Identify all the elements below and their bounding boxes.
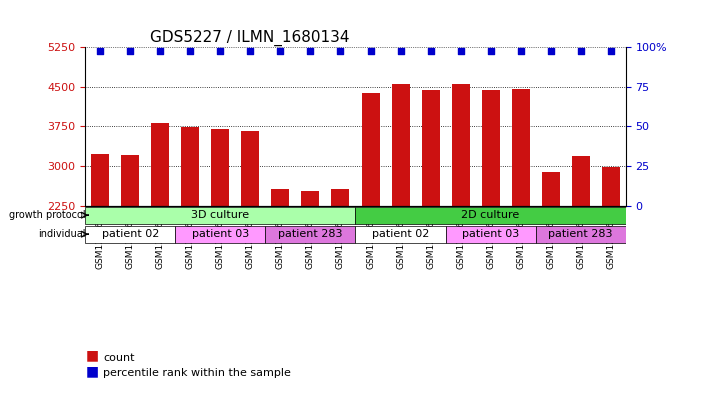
- Text: patient 02: patient 02: [372, 229, 429, 239]
- Point: [124, 48, 136, 54]
- Bar: [572, 156, 589, 206]
- Bar: [272, 189, 289, 206]
- Bar: [242, 131, 260, 206]
- Point: [425, 48, 437, 54]
- FancyBboxPatch shape: [265, 226, 356, 243]
- Bar: [542, 173, 560, 206]
- Bar: [512, 89, 530, 206]
- Point: [575, 48, 587, 54]
- Bar: [451, 84, 469, 206]
- FancyBboxPatch shape: [85, 207, 356, 224]
- Point: [95, 48, 106, 54]
- Bar: [211, 129, 230, 206]
- Point: [395, 48, 406, 54]
- FancyBboxPatch shape: [356, 226, 446, 243]
- Point: [305, 48, 316, 54]
- Text: patient 03: patient 03: [462, 229, 519, 239]
- Text: GDS5227 / ILMN_1680134: GDS5227 / ILMN_1680134: [150, 29, 350, 46]
- Point: [215, 48, 226, 54]
- FancyBboxPatch shape: [356, 207, 626, 224]
- Bar: [181, 127, 199, 206]
- Bar: [122, 156, 139, 206]
- Point: [485, 48, 496, 54]
- Text: individual: individual: [38, 229, 85, 239]
- Point: [185, 48, 196, 54]
- Point: [545, 48, 556, 54]
- Point: [455, 48, 466, 54]
- Point: [365, 48, 376, 54]
- Bar: [151, 123, 169, 206]
- FancyBboxPatch shape: [446, 226, 535, 243]
- Bar: [361, 93, 380, 206]
- Text: 2D culture: 2D culture: [461, 210, 520, 220]
- Bar: [602, 167, 620, 206]
- Text: ■: ■: [85, 349, 98, 363]
- Bar: [331, 189, 350, 206]
- FancyBboxPatch shape: [85, 226, 176, 243]
- Text: 3D culture: 3D culture: [191, 210, 250, 220]
- Text: growth protocol: growth protocol: [9, 210, 85, 220]
- Text: patient 02: patient 02: [102, 229, 159, 239]
- Bar: [422, 90, 439, 206]
- Text: percentile rank within the sample: percentile rank within the sample: [103, 368, 291, 378]
- Bar: [481, 90, 500, 206]
- Point: [605, 48, 616, 54]
- Text: patient 283: patient 283: [278, 229, 343, 239]
- Text: patient 03: patient 03: [192, 229, 249, 239]
- Point: [155, 48, 166, 54]
- FancyBboxPatch shape: [535, 226, 626, 243]
- Point: [515, 48, 526, 54]
- FancyBboxPatch shape: [176, 226, 265, 243]
- Point: [274, 48, 286, 54]
- Text: count: count: [103, 353, 134, 363]
- Text: patient 283: patient 283: [548, 229, 613, 239]
- Text: ■: ■: [85, 364, 98, 378]
- Bar: [91, 154, 109, 206]
- Bar: [301, 191, 319, 206]
- Point: [245, 48, 256, 54]
- Point: [335, 48, 346, 54]
- Bar: [392, 84, 410, 206]
